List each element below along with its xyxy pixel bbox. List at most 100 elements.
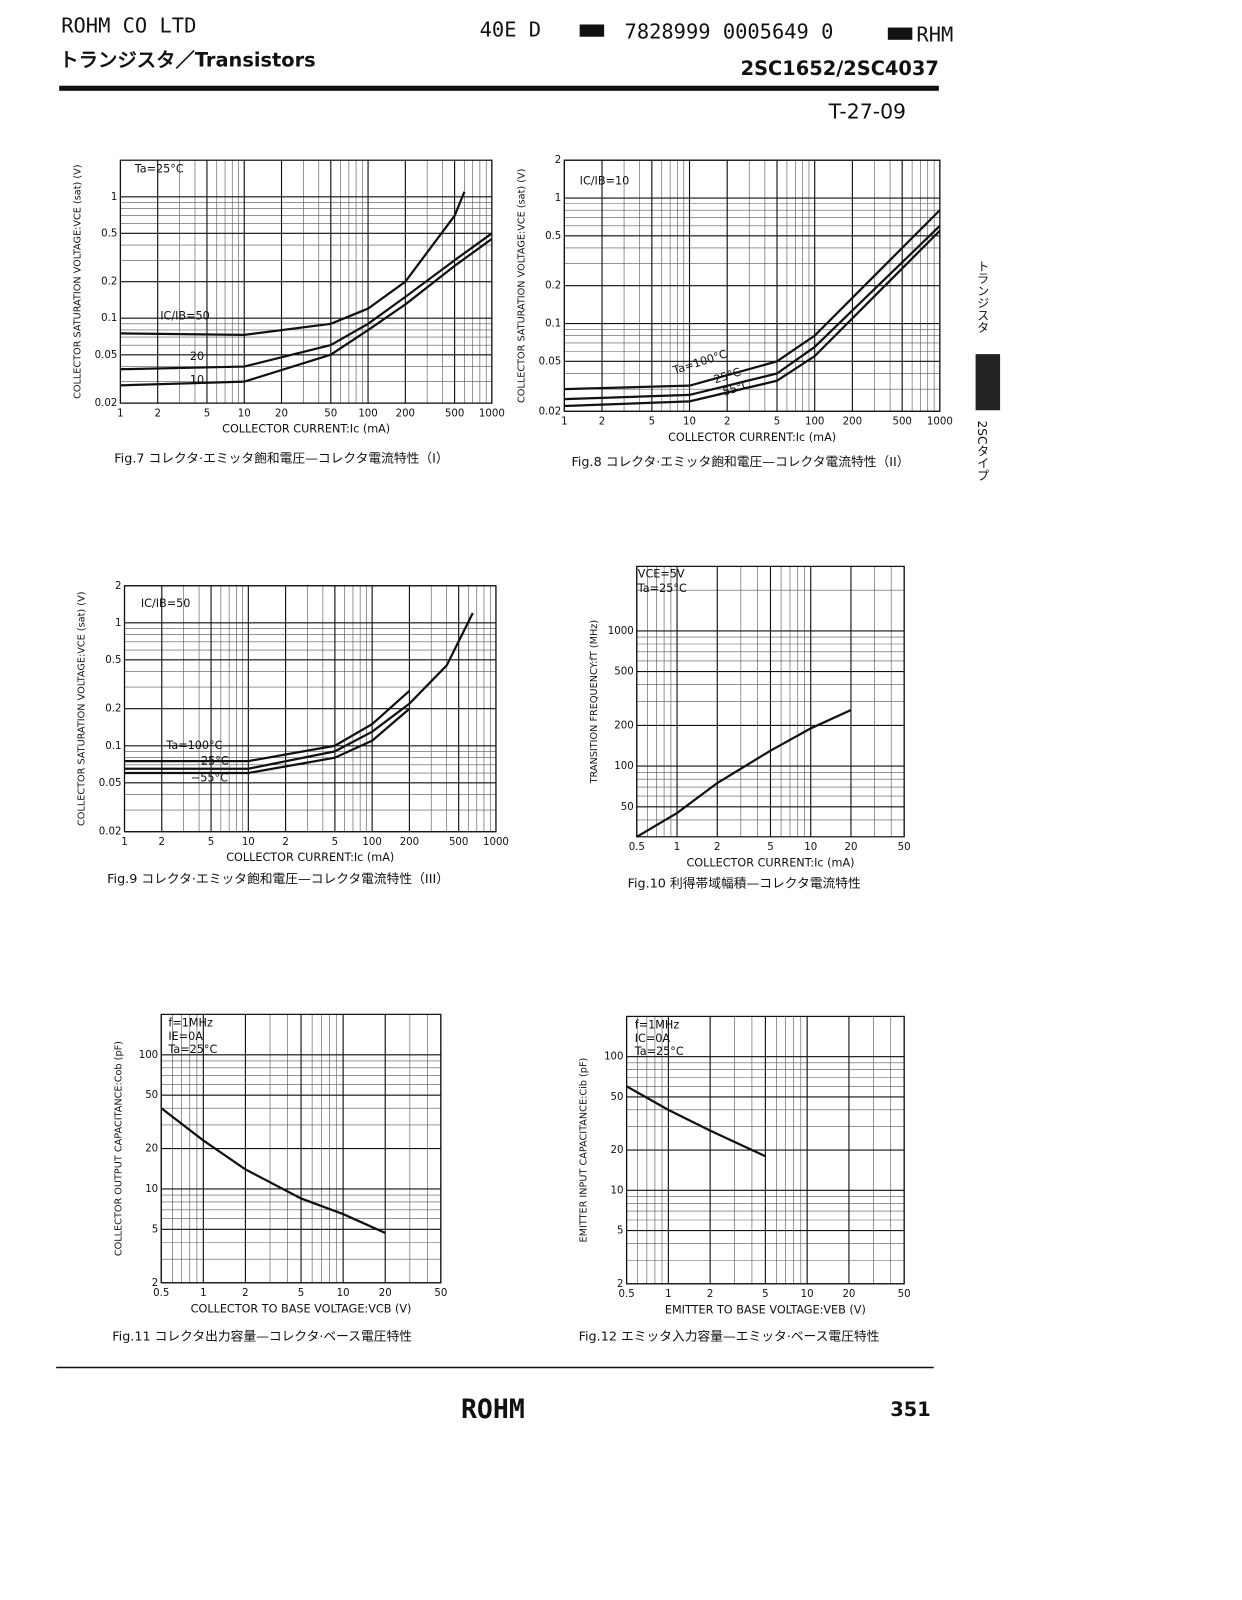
y-tick-label: 50 — [621, 802, 634, 813]
logo: ROHM — [461, 1394, 525, 1425]
y-tick-label: 5 — [617, 1226, 623, 1237]
y-tick-label: 0.05 — [99, 778, 122, 789]
x-axis-label: COLLECTOR TO BASE VOLTAGE:VCB (V) — [191, 1302, 412, 1315]
x-tick-label: 5 — [204, 408, 210, 419]
caption: Fig.7 コレクタ·エミッタ飽和電圧—コレクタ電流特性（I） — [114, 452, 448, 467]
x-tick-label: 2 — [154, 408, 160, 419]
x-tick-label: 5 — [774, 416, 780, 427]
caption: Fig.8 コレクタ·エミッタ飽和電圧—コレクタ電流特性（II） — [571, 455, 909, 470]
x-tick-label: 200 — [400, 837, 419, 848]
y-axis-label: EMITTER INPUT CAPACITANCE:Cib (pF) — [579, 1058, 590, 1243]
y-tick-label: 2 — [115, 581, 121, 592]
y-tick-label: 0.1 — [101, 313, 117, 324]
y-axis-label: COLLECTOR OUTPUT CAPACITANCE:Cob (pF) — [113, 1041, 124, 1256]
y-tick-label: 0.05 — [539, 356, 562, 367]
x-tick-label: 10 — [683, 416, 696, 427]
x-tick-label: 10 — [242, 837, 255, 848]
y-tick-label: 0.5 — [545, 231, 561, 242]
series-label: 25°C — [201, 754, 229, 767]
x-tick-label: 1 — [665, 1289, 671, 1300]
x-tick-label: 5 — [332, 837, 338, 848]
x-tick-label: 500 — [892, 416, 911, 427]
x-tick-label: 5 — [298, 1288, 304, 1299]
y-tick-label: 2 — [617, 1279, 623, 1290]
x-tick-label: 20 — [844, 842, 857, 853]
x-tick-label: 1000 — [483, 837, 509, 848]
y-tick-label: 2 — [152, 1278, 158, 1289]
annotation: Ta=25°C — [637, 582, 687, 595]
x-tick-label: 5 — [649, 416, 655, 427]
side-block — [975, 354, 1001, 411]
x-tick-label: 10 — [238, 408, 251, 419]
page-content: ROHM CO LTD 40E D 7828999 0005649 0 RHM … — [56, 14, 1001, 1425]
y-tick-label: 1 — [111, 192, 117, 203]
block — [579, 24, 605, 37]
y-tick-label: 500 — [614, 667, 633, 678]
y-tick-label: 100 — [614, 761, 633, 772]
plot-frame — [123, 585, 497, 833]
x-tick-label: 5 — [208, 837, 214, 848]
annotation: Ta=25°C — [134, 162, 184, 175]
annotation: IC/IB=50 — [141, 597, 191, 610]
x-tick-label: 0.5 — [629, 842, 645, 853]
x-tick-label: 2 — [282, 837, 288, 848]
curve — [160, 1107, 386, 1234]
y-tick-label: 50 — [145, 1090, 158, 1101]
x-tick-label: 0.5 — [618, 1289, 634, 1300]
y-tick-label: 1 — [555, 193, 561, 204]
x-tick-label: 1 — [200, 1288, 206, 1299]
y-tick-label: 10 — [611, 1185, 624, 1196]
curve — [124, 689, 411, 763]
curve — [124, 612, 474, 770]
y-tick-label: 2 — [555, 155, 561, 166]
y-tick-label: 0.2 — [545, 281, 561, 292]
x-tick-label: 50 — [898, 1289, 911, 1300]
x-tick-label: 10 — [801, 1289, 814, 1300]
y-tick-label: 0.02 — [95, 398, 118, 409]
y-tick-label: 50 — [611, 1092, 624, 1103]
series-label: 10 — [190, 374, 204, 387]
x-axis-label: COLLECTOR CURRENT:Ic (mA) — [222, 423, 390, 436]
caption: Fig.9 コレクタ·エミッタ飽和電圧—コレクタ電流特性（III） — [107, 872, 449, 887]
x-tick-label: 200 — [843, 416, 862, 427]
y-tick-label: 10 — [145, 1184, 158, 1195]
side-tab: トランジスタ — [975, 260, 989, 333]
y-tick-label: 0.1 — [105, 741, 121, 752]
y-axis-label: COLLECTOR SATURATION VOLTAGE:VCE (sat) (… — [73, 164, 84, 398]
x-tick-label: 100 — [362, 837, 381, 848]
code: RHM — [916, 23, 953, 47]
x-tick-label: 1000 — [927, 416, 953, 427]
y-tick-label: 100 — [139, 1050, 158, 1061]
x-tick-label: 1 — [561, 416, 567, 427]
code: 7828999 0005649 0 — [625, 20, 834, 44]
x-tick-label: 1 — [117, 408, 123, 419]
y-tick-label: 100 — [604, 1052, 623, 1063]
x-tick-label: 2 — [707, 1289, 713, 1300]
x-tick-label: 2 — [159, 837, 165, 848]
annotation: IC/IB=10 — [580, 175, 630, 188]
x-tick-label: 500 — [445, 408, 464, 419]
plot-frame — [119, 159, 493, 404]
y-tick-label: 0.2 — [105, 704, 121, 715]
curve — [124, 707, 411, 775]
code: 40E D — [480, 18, 541, 42]
plot-frame — [160, 1013, 442, 1284]
x-tick-label: 100 — [805, 416, 824, 427]
x-tick-label: 10 — [337, 1288, 350, 1299]
x-tick-label: 20 — [275, 408, 288, 419]
y-tick-label: 20 — [145, 1144, 158, 1155]
y-tick-label: 0.02 — [99, 827, 122, 838]
part-number: 2SC1652/2SC4037 — [741, 57, 939, 80]
x-axis-label: COLLECTOR CURRENT:Ic (mA) — [668, 431, 836, 444]
x-tick-label: 2 — [724, 416, 730, 427]
category: トランジスタ／Transistors — [59, 49, 316, 72]
curve — [626, 1085, 766, 1158]
annotation: Ta=25°C — [167, 1043, 217, 1056]
x-tick-label: 0.5 — [153, 1288, 169, 1299]
y-tick-label: 0.05 — [95, 350, 118, 361]
curve — [636, 708, 852, 838]
x-axis-label: EMITTER TO BASE VOLTAGE:VEB (V) — [665, 1303, 866, 1316]
annotation: Ta=25°C — [634, 1045, 684, 1058]
x-tick-label: 5 — [767, 842, 773, 853]
